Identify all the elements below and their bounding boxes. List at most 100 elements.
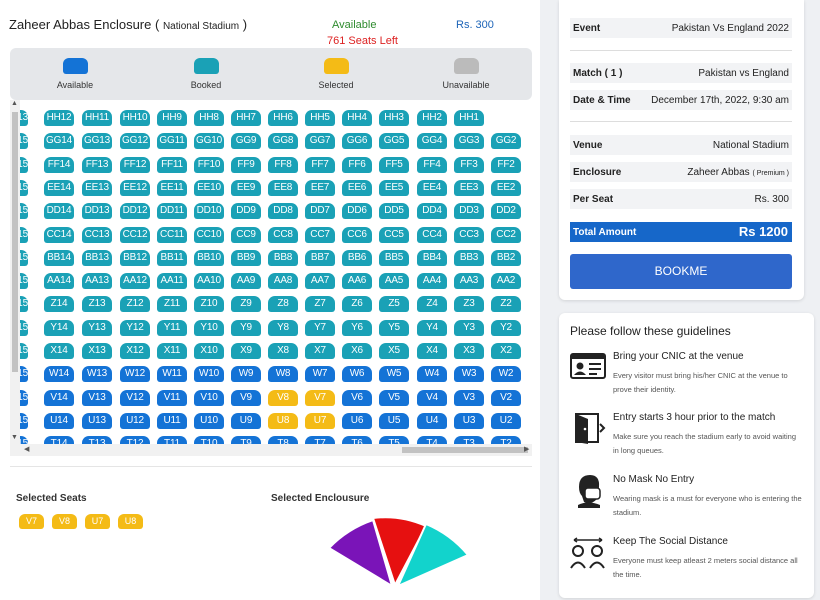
seat-v4[interactable]: V4: [417, 389, 447, 406]
seat-w10[interactable]: W10: [194, 366, 224, 383]
seat-ff11: FF11: [157, 156, 187, 173]
total-value: Rs 1200: [738, 224, 788, 239]
selected-seat-chip[interactable]: V8: [52, 514, 77, 529]
seat-u14[interactable]: U14: [44, 412, 74, 429]
scroll-down-icon[interactable]: ▼: [11, 434, 18, 441]
seat-cc13: CC13: [82, 226, 112, 243]
selected-seat-chip[interactable]: V7: [19, 514, 44, 529]
seat-v10[interactable]: V10: [194, 389, 224, 406]
seat-v9[interactable]: V9: [231, 389, 261, 406]
seat-u3[interactable]: U3: [454, 412, 484, 429]
seat-y10: Y10: [194, 319, 224, 336]
seat-u6[interactable]: U6: [342, 412, 372, 429]
seat-u13[interactable]: U13: [82, 412, 112, 429]
horizontal-scrollbar[interactable]: ◀ ▶: [10, 444, 532, 456]
seat-z7: Z7: [305, 296, 335, 313]
seat-v12[interactable]: V12: [120, 389, 150, 406]
legend-booked-swatch: [193, 58, 219, 74]
seat-u5[interactable]: U5: [379, 412, 409, 429]
enclosure-name: Zaheer Abbas Enclosure: [9, 17, 152, 32]
seat-v14[interactable]: V14: [44, 389, 74, 406]
vertical-scroll-thumb[interactable]: [12, 112, 18, 372]
seat-v7[interactable]: V7: [305, 389, 335, 406]
seat-ff3: FF3: [454, 156, 484, 173]
seat-cc8: CC8: [268, 226, 298, 243]
seat-y14: Y14: [44, 319, 74, 336]
vertical-scrollbar[interactable]: ▲ ▼: [10, 100, 20, 444]
seat-ee2: EE2: [491, 179, 521, 196]
seat-w12[interactable]: W12: [120, 366, 150, 383]
seat-hh5: HH5: [305, 110, 335, 126]
seat-ee10: EE10: [194, 179, 224, 196]
seat-ff12: FF12: [120, 156, 150, 173]
seat-u9[interactable]: U9: [231, 412, 261, 429]
enclosure-segment-cyan[interactable]: [396, 522, 470, 588]
seat-bb7: BB7: [305, 249, 335, 266]
seat-u12[interactable]: U12: [120, 412, 150, 429]
seat-bb3: BB3: [454, 249, 484, 266]
seat-u8[interactable]: U8: [268, 412, 298, 429]
seat-w8[interactable]: W8: [268, 366, 298, 383]
selected-seat-chip[interactable]: U7: [85, 514, 110, 529]
seat-hh8: HH8: [194, 110, 224, 126]
seat-bb8: BB8: [268, 249, 298, 266]
bookme-button[interactable]: BOOKME: [570, 254, 792, 289]
selected-seat-chip[interactable]: U8: [118, 514, 143, 529]
seat-u7[interactable]: U7: [305, 412, 335, 429]
seat-z2: Z2: [491, 296, 521, 313]
seat-v5[interactable]: V5: [379, 389, 409, 406]
seat-aa12: AA12: [120, 273, 150, 290]
seat-w5[interactable]: W5: [379, 366, 409, 383]
seat-v11[interactable]: V11: [157, 389, 187, 406]
seat-v2[interactable]: V2: [491, 389, 521, 406]
seat-u2[interactable]: U2: [491, 412, 521, 429]
seat-v3[interactable]: V3: [454, 389, 484, 406]
seat-z5: Z5: [379, 296, 409, 313]
seat-map[interactable]: H13HH12HH11HH10HH9HH8HH7HH6HH5HH4HH3HH2H…: [10, 100, 532, 456]
seat-aa9: AA9: [231, 273, 261, 290]
seat-ff2: FF2: [491, 156, 521, 173]
guidelines-title: Please follow these guidelines: [570, 324, 731, 338]
seat-w9[interactable]: W9: [231, 366, 261, 383]
seat-z10: Z10: [194, 296, 224, 313]
seat-v6[interactable]: V6: [342, 389, 372, 406]
seat-x7: X7: [305, 343, 335, 359]
scroll-left-icon[interactable]: ◀: [24, 446, 30, 453]
scroll-up-icon[interactable]: ▲: [11, 100, 18, 107]
seat-u4[interactable]: U4: [417, 412, 447, 429]
seat-price: Rs. 300: [456, 19, 494, 31]
seat-w4[interactable]: W4: [417, 366, 447, 383]
seat-v13[interactable]: V13: [82, 389, 112, 406]
seat-w13[interactable]: W13: [82, 366, 112, 383]
mask-icon: [578, 475, 601, 508]
datetime-value: December 17th, 2022, 9:30 am: [651, 95, 789, 106]
seat-w2[interactable]: W2: [491, 366, 521, 383]
seat-u10[interactable]: U10: [194, 412, 224, 429]
seat-cc11: CC11: [157, 226, 187, 243]
seat-w7[interactable]: W7: [305, 366, 335, 383]
seat-gg11: GG11: [157, 133, 187, 150]
id-card-icon: [570, 353, 606, 379]
seat-w14[interactable]: W14: [44, 366, 74, 383]
horizontal-scroll-thumb[interactable]: [402, 447, 528, 453]
door-icon: [575, 413, 606, 444]
legend-unavailable-swatch: [453, 58, 479, 74]
seat-hh2: HH2: [417, 110, 447, 126]
seat-ff10: FF10: [194, 156, 224, 173]
seat-z9: Z9: [231, 296, 261, 313]
seat-dd5: DD5: [379, 203, 409, 220]
seat-ff14: FF14: [44, 156, 74, 173]
enclosure-row: Enclosure Zaheer Abbas ( Premium ): [570, 162, 792, 182]
legend-selected-label: Selected: [318, 80, 354, 90]
seat-u11[interactable]: U11: [157, 412, 187, 429]
seat-v8[interactable]: V8: [268, 389, 298, 406]
seat-w6[interactable]: W6: [342, 366, 372, 383]
seat-w11[interactable]: W11: [157, 366, 187, 383]
seat-legend: Available Booked Selected Unavailable: [10, 48, 532, 100]
legend-booked: Booked: [161, 58, 251, 90]
seat-w3[interactable]: W3: [454, 366, 484, 383]
scroll-right-icon[interactable]: ▶: [524, 446, 530, 453]
seat-cc12: CC12: [120, 226, 150, 243]
seat-z6: Z6: [342, 296, 372, 313]
